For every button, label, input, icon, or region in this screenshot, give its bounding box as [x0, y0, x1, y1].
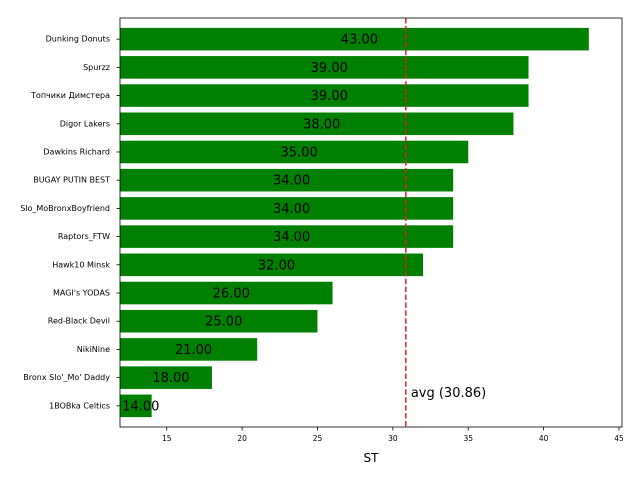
y-tick-label: BUGAY PUTIN BEST — [33, 176, 110, 185]
y-tick-label: NikiNine — [77, 345, 110, 354]
bar-value-label: 21.00 — [175, 343, 212, 358]
bar — [120, 56, 529, 79]
x-tick-label: 35 — [463, 434, 473, 443]
bar — [120, 140, 469, 164]
bar — [120, 309, 318, 333]
bar — [120, 281, 333, 305]
bar-value-label: 32.00 — [258, 258, 295, 273]
bar-value-label: 34.00 — [273, 174, 310, 189]
bar-value-label: 35.00 — [281, 145, 318, 160]
y-tick-label: Red-Black Devil — [48, 317, 110, 326]
y-tick-label: Raptors_FTW — [58, 232, 110, 241]
bar-value-label: 26.00 — [213, 287, 250, 302]
bar — [120, 84, 529, 107]
bars-layer — [120, 27, 589, 418]
bar — [120, 112, 514, 136]
y-tick-label: Hawk10 Minsk — [52, 260, 110, 269]
x-tick-label: 20 — [237, 434, 247, 443]
x-tick-label: 15 — [162, 434, 172, 443]
y-axis: Dunking Donuts Spurzz Топчики Димстера Digo… — [20, 35, 120, 410]
bar — [120, 197, 454, 220]
bar — [120, 225, 454, 248]
bar — [120, 366, 212, 389]
y-tick-label: MAGI's YODAS — [53, 289, 110, 298]
y-tick-label: Spurzz — [83, 63, 110, 72]
x-tick-label: 25 — [313, 434, 323, 443]
bar-value-label: 25.00 — [205, 315, 242, 330]
x-tick-label: 40 — [539, 434, 549, 443]
bar-value-label: 14.00 — [122, 399, 159, 414]
bar-value-label: 38.00 — [303, 117, 340, 132]
x-axis: 15 20 25 30 35 40 45 — [162, 427, 624, 443]
plot-frame — [119, 17, 623, 428]
y-tick-label: 1BOBka Celtics — [49, 401, 110, 410]
bar-value-label: 34.00 — [273, 202, 310, 217]
y-tick-label: Dawkins Richard — [43, 147, 110, 156]
bar-value-label: 18.00 — [152, 371, 189, 386]
x-axis-label: ST — [364, 451, 380, 465]
value-labels-layer: 43.00 39.00 39.00 38.00 35.00 34.00 34.00 34.00… — [122, 33, 378, 415]
bar — [120, 253, 424, 277]
bar-value-label: 43.00 — [341, 33, 378, 48]
y-tick-label: Bronx Slo'_Mo' Daddy — [23, 373, 110, 382]
average-label: avg (30.86) — [411, 386, 486, 401]
bar-value-label: 34.00 — [273, 230, 310, 245]
x-tick-label: 45 — [614, 434, 624, 443]
x-tick-label: 30 — [388, 434, 398, 443]
y-tick-label: Топчики Димстера — [30, 91, 110, 100]
bar-value-label: 39.00 — [311, 89, 348, 104]
y-tick-label: Dunking Donuts — [46, 35, 110, 44]
bar-value-label: 39.00 — [311, 61, 348, 76]
bar — [120, 394, 152, 418]
bar — [120, 168, 454, 192]
y-tick-label: Slo_MoBronxBoyfriend — [20, 204, 110, 213]
y-tick-label: Digor Lakers — [60, 119, 110, 128]
bar — [120, 27, 589, 51]
bar — [120, 338, 258, 361]
